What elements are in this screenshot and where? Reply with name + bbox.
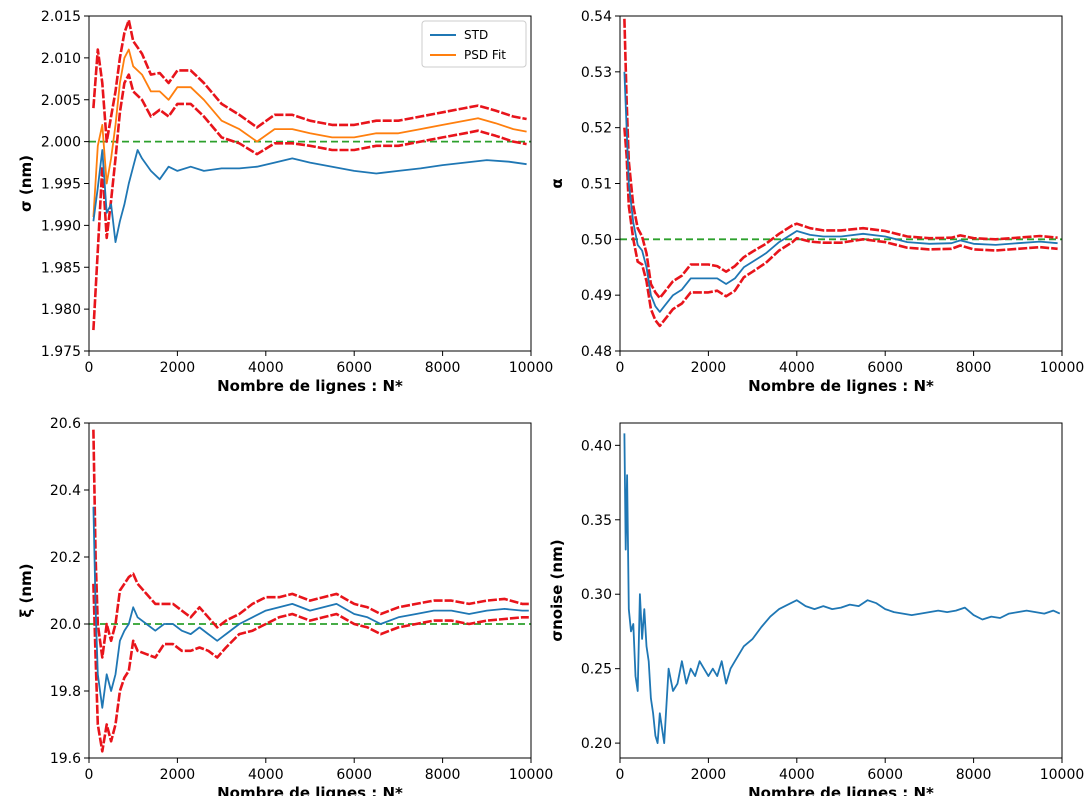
y-tick-label: 0.49 bbox=[581, 288, 612, 304]
x-tick-label: 0 bbox=[85, 767, 94, 783]
x-axis-label: Nombre de lignes : N* bbox=[748, 377, 934, 395]
y-axis-label: α bbox=[548, 178, 566, 188]
x-tick-label: 4000 bbox=[248, 360, 284, 376]
x-tick-label: 2000 bbox=[160, 767, 196, 783]
x-tick-label: 2000 bbox=[160, 360, 196, 376]
y-tick-label: 2.005 bbox=[41, 93, 81, 109]
y-tick-label: 0.54 bbox=[581, 9, 612, 25]
x-tick-label: 4000 bbox=[248, 767, 284, 783]
x-tick-label: 6000 bbox=[867, 767, 903, 783]
x-tick-label: 6000 bbox=[867, 360, 903, 376]
y-tick-label: 0.48 bbox=[581, 344, 612, 360]
y-tick-label: 0.53 bbox=[581, 65, 612, 81]
y-tick-label: 0.30 bbox=[581, 587, 612, 603]
y-tick-label: 2.000 bbox=[41, 135, 81, 151]
y-tick-label: 0.25 bbox=[581, 662, 612, 678]
x-tick-label: 10000 bbox=[1040, 767, 1085, 783]
y-tick-label: 1.995 bbox=[41, 177, 81, 193]
y-tick-label: 20.4 bbox=[50, 483, 81, 499]
series-line-std bbox=[92, 149, 527, 244]
y-axis-label: ξ (nm) bbox=[17, 563, 35, 617]
y-tick-label: 1.980 bbox=[41, 302, 81, 318]
series-line-std bbox=[623, 433, 1061, 744]
chart-panel-sigma-noise: 0 2000 4000 6000 8000 10000 0.20 0.25 0.30 0.35 0.… bbox=[548, 422, 1085, 796]
chart-panel-xi: 0 2000 4000 6000 8000 10000 19.6 19.8 20.0 20.2 20… bbox=[17, 416, 553, 796]
y-tick-label: 20.0 bbox=[50, 617, 81, 633]
y-tick-label: 2.010 bbox=[41, 51, 81, 67]
y-tick-label: 1.985 bbox=[41, 260, 81, 276]
x-axis-label: Nombre de lignes : N* bbox=[748, 784, 934, 796]
plot-frame bbox=[619, 15, 1063, 352]
chart-panel-sigma: 0 2000 4000 6000 8000 10000 1.975 1.980 1.985 1.9… bbox=[17, 9, 553, 395]
x-tick-label: 8000 bbox=[956, 360, 992, 376]
x-tick-label: 0 bbox=[85, 360, 94, 376]
x-tick-label: 8000 bbox=[425, 767, 461, 783]
y-tick-label: 19.8 bbox=[50, 684, 81, 700]
series-line-std bbox=[92, 506, 529, 709]
series-line-bound-2 bbox=[92, 583, 529, 753]
y-tick-label: 20.6 bbox=[50, 416, 81, 432]
y-tick-label: 2.015 bbox=[41, 9, 81, 25]
x-tick-label: 6000 bbox=[336, 767, 372, 783]
y-tick-label: 20.2 bbox=[50, 550, 81, 566]
x-axis-label: Nombre de lignes : N* bbox=[217, 784, 403, 796]
y-tick-label: 0.20 bbox=[581, 736, 612, 752]
y-tick-label: 1.975 bbox=[41, 344, 81, 360]
series-line-bound-1 bbox=[623, 18, 1058, 300]
y-tick-label: 0.52 bbox=[581, 121, 612, 137]
chart-panel-alpha: 0 2000 4000 6000 8000 10000 0.48 0.49 0.50 0.51 0.… bbox=[548, 9, 1084, 395]
series-line-bound-3 bbox=[92, 73, 527, 331]
series-line-bound-2 bbox=[623, 127, 1058, 328]
x-tick-label: 2000 bbox=[691, 360, 727, 376]
y-tick-label: 0.51 bbox=[581, 177, 612, 193]
plot-frame bbox=[88, 422, 532, 759]
x-tick-label: 4000 bbox=[779, 767, 815, 783]
x-tick-label: 4000 bbox=[779, 360, 815, 376]
x-tick-label: 0 bbox=[616, 360, 625, 376]
x-tick-label: 0 bbox=[616, 767, 625, 783]
x-tick-label: 6000 bbox=[336, 360, 372, 376]
y-axis-label: σnoise (nm) bbox=[548, 539, 566, 641]
y-tick-label: 1.990 bbox=[41, 218, 81, 234]
legend: STD PSD Fit bbox=[421, 20, 527, 68]
x-axis-label: Nombre de lignes : N* bbox=[217, 377, 403, 395]
y-tick-label: 0.40 bbox=[581, 438, 612, 454]
series-line-bound-1 bbox=[92, 429, 529, 659]
x-tick-label: 2000 bbox=[691, 767, 727, 783]
x-tick-label: 10000 bbox=[1040, 360, 1085, 376]
series-line-std bbox=[623, 71, 1058, 313]
y-tick-label: 0.50 bbox=[581, 232, 612, 248]
y-tick-label: 19.6 bbox=[50, 751, 81, 767]
plot-frame bbox=[619, 422, 1063, 759]
x-tick-label: 8000 bbox=[956, 767, 992, 783]
y-tick-label: 0.35 bbox=[581, 513, 612, 529]
x-tick-label: 10000 bbox=[509, 360, 554, 376]
legend-label-psd_fit: PSD Fit bbox=[464, 48, 506, 62]
legend-label-std: STD bbox=[464, 28, 488, 42]
y-axis-label: σ (nm) bbox=[17, 155, 35, 212]
series-line-psd_fit bbox=[92, 48, 527, 218]
x-tick-label: 10000 bbox=[509, 767, 554, 783]
x-tick-label: 8000 bbox=[425, 360, 461, 376]
series-line-bound-2 bbox=[92, 18, 527, 143]
